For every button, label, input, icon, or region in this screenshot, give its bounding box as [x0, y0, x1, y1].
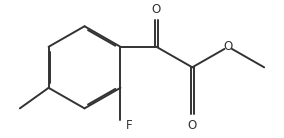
Text: O: O: [152, 3, 161, 16]
Text: O: O: [224, 40, 233, 53]
Text: F: F: [126, 119, 132, 132]
Text: O: O: [188, 119, 197, 132]
